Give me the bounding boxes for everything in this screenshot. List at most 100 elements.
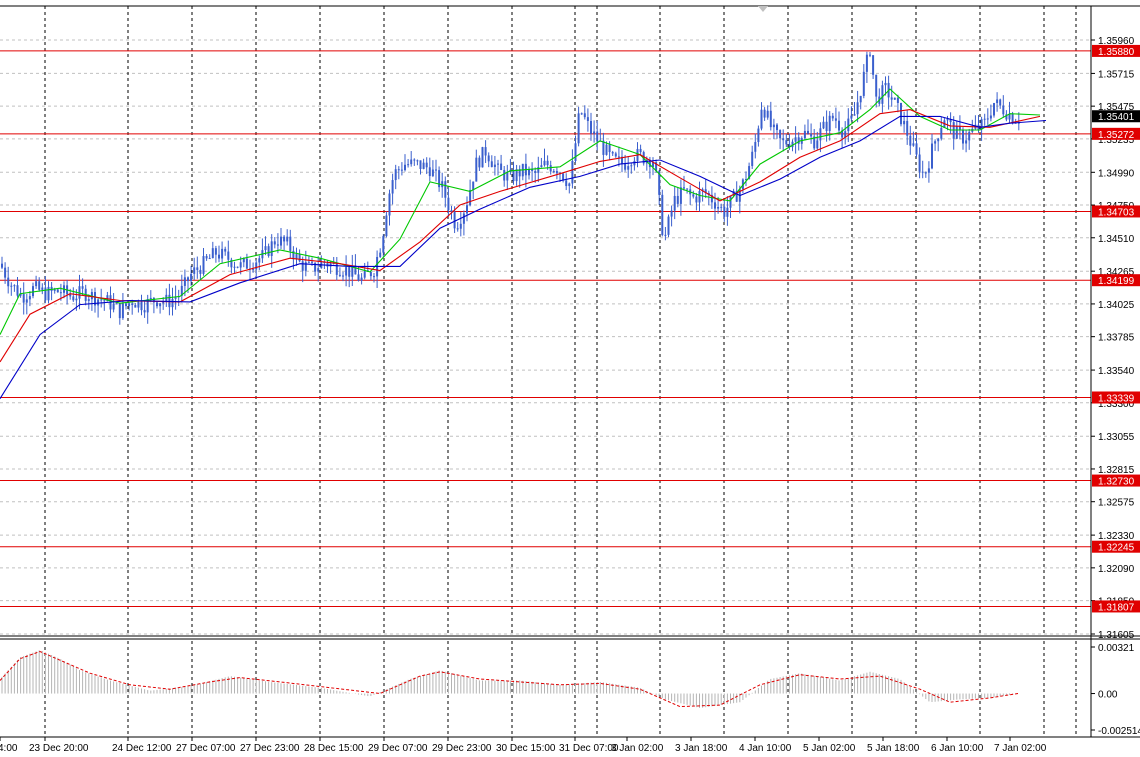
candle-body[interactable] bbox=[568, 183, 571, 187]
candle-body[interactable] bbox=[1011, 113, 1014, 124]
candle-body[interactable] bbox=[683, 187, 685, 189]
candle-body[interactable] bbox=[345, 267, 348, 276]
candle-body[interactable] bbox=[472, 181, 475, 190]
candle-body[interactable] bbox=[528, 169, 530, 176]
candle-body[interactable] bbox=[245, 258, 248, 269]
candle-body[interactable] bbox=[1005, 114, 1008, 120]
candle-body[interactable] bbox=[608, 144, 611, 153]
candle-body[interactable] bbox=[298, 254, 301, 262]
candle-body[interactable] bbox=[782, 138, 785, 141]
candle-body[interactable] bbox=[729, 195, 732, 208]
candle-body[interactable] bbox=[171, 298, 174, 308]
candle-body[interactable] bbox=[394, 169, 397, 181]
candle-body[interactable] bbox=[627, 166, 630, 170]
candle-body[interactable] bbox=[317, 268, 320, 272]
candle-body[interactable] bbox=[698, 191, 701, 203]
candle-body[interactable] bbox=[431, 169, 434, 177]
candle-body[interactable] bbox=[459, 223, 462, 229]
candle-body[interactable] bbox=[710, 194, 713, 203]
candle-body[interactable] bbox=[571, 161, 574, 184]
candle-body[interactable] bbox=[543, 160, 546, 166]
candle-body[interactable] bbox=[946, 119, 949, 121]
candle-body[interactable] bbox=[996, 99, 999, 104]
candle-body[interactable] bbox=[639, 148, 642, 153]
candle-body[interactable] bbox=[174, 297, 177, 299]
candle-body[interactable] bbox=[574, 143, 577, 162]
candle-body[interactable] bbox=[441, 181, 444, 188]
candle-body[interactable] bbox=[810, 133, 813, 137]
candle-body[interactable] bbox=[859, 95, 862, 103]
candle-body[interactable] bbox=[896, 97, 899, 103]
candle-body[interactable] bbox=[156, 302, 158, 307]
candle-body[interactable] bbox=[621, 156, 623, 164]
candle-body[interactable] bbox=[580, 113, 583, 115]
candle-body[interactable] bbox=[596, 131, 599, 142]
candle-body[interactable] bbox=[841, 130, 844, 138]
candle-body[interactable] bbox=[187, 277, 189, 282]
candle-body[interactable] bbox=[785, 140, 788, 145]
candle-body[interactable] bbox=[862, 71, 865, 96]
candle-body[interactable] bbox=[487, 155, 490, 162]
candle-body[interactable] bbox=[720, 206, 723, 208]
candle-body[interactable] bbox=[422, 162, 425, 169]
candle-body[interactable] bbox=[937, 138, 940, 142]
candle-body[interactable] bbox=[692, 194, 695, 197]
candle-body[interactable] bbox=[456, 228, 459, 230]
candle-body[interactable] bbox=[140, 300, 143, 311]
candle-body[interactable] bbox=[159, 303, 162, 307]
candle-body[interactable] bbox=[53, 289, 56, 291]
candle-body[interactable] bbox=[655, 162, 658, 172]
candle-body[interactable] bbox=[10, 285, 13, 287]
candle-body[interactable] bbox=[304, 262, 307, 271]
candle-body[interactable] bbox=[602, 140, 605, 155]
candle-body[interactable] bbox=[273, 241, 276, 245]
candle-body[interactable] bbox=[537, 167, 540, 173]
candle-body[interactable] bbox=[444, 181, 447, 198]
candle-body[interactable] bbox=[648, 159, 651, 168]
candle-body[interactable] bbox=[41, 287, 44, 290]
candle-body[interactable] bbox=[180, 285, 183, 296]
candle-body[interactable] bbox=[562, 173, 565, 181]
candle-body[interactable] bbox=[915, 143, 918, 155]
candle-body[interactable] bbox=[286, 236, 289, 242]
candle-body[interactable] bbox=[605, 144, 608, 155]
candle-body[interactable] bbox=[838, 120, 840, 131]
oscillator-panel[interactable] bbox=[0, 650, 1019, 708]
candle-body[interactable] bbox=[515, 169, 518, 182]
candle-body[interactable] bbox=[214, 248, 217, 255]
candle-body[interactable] bbox=[90, 292, 93, 300]
candle-body[interactable] bbox=[388, 193, 391, 216]
candle-body[interactable] bbox=[404, 164, 406, 171]
candle-body[interactable] bbox=[540, 165, 543, 168]
candle-body[interactable] bbox=[391, 180, 394, 194]
candle-body[interactable] bbox=[289, 236, 292, 251]
candle-body[interactable] bbox=[19, 293, 22, 296]
candle-body[interactable] bbox=[968, 131, 971, 141]
candle-body[interactable] bbox=[667, 216, 670, 235]
candle-body[interactable] bbox=[794, 137, 797, 142]
candle-body[interactable] bbox=[81, 286, 84, 289]
candle-body[interactable] bbox=[78, 286, 81, 299]
candle-body[interactable] bbox=[354, 265, 357, 275]
candle-body[interactable] bbox=[980, 119, 983, 130]
candle-body[interactable] bbox=[252, 269, 255, 271]
candle-body[interactable] bbox=[807, 130, 809, 134]
candle-body[interactable] bbox=[955, 126, 958, 139]
candle-body[interactable] bbox=[1, 263, 3, 268]
candle-body[interactable] bbox=[940, 127, 943, 139]
candle-body[interactable] bbox=[751, 151, 754, 167]
candle-body[interactable] bbox=[128, 303, 131, 307]
candle-body[interactable] bbox=[407, 164, 410, 166]
candle-body[interactable] bbox=[921, 171, 924, 173]
candle-body[interactable] bbox=[118, 303, 121, 319]
candle-body[interactable] bbox=[205, 256, 208, 259]
candle-body[interactable] bbox=[769, 110, 772, 128]
candle-body[interactable] bbox=[993, 103, 995, 116]
candle-body[interactable] bbox=[791, 141, 794, 148]
candle-body[interactable] bbox=[314, 262, 317, 272]
candle-body[interactable] bbox=[416, 160, 419, 162]
candle-body[interactable] bbox=[357, 274, 360, 281]
candle-body[interactable] bbox=[748, 166, 751, 180]
candle-body[interactable] bbox=[270, 241, 273, 257]
